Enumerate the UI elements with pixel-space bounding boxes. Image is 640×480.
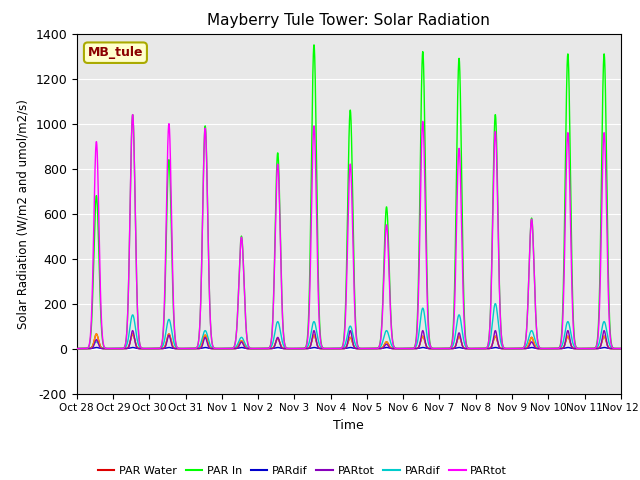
Text: MB_tule: MB_tule — [88, 46, 143, 59]
Y-axis label: Solar Radiation (W/m2 and umol/m2/s): Solar Radiation (W/m2 and umol/m2/s) — [17, 99, 29, 328]
X-axis label: Time: Time — [333, 419, 364, 432]
Title: Mayberry Tule Tower: Solar Radiation: Mayberry Tule Tower: Solar Radiation — [207, 13, 490, 28]
Legend: PAR Water, PAR Tule, PAR In, PARdif, PARtot, PARdif, PARtot: PAR Water, PAR Tule, PAR In, PARdif, PAR… — [93, 462, 511, 480]
